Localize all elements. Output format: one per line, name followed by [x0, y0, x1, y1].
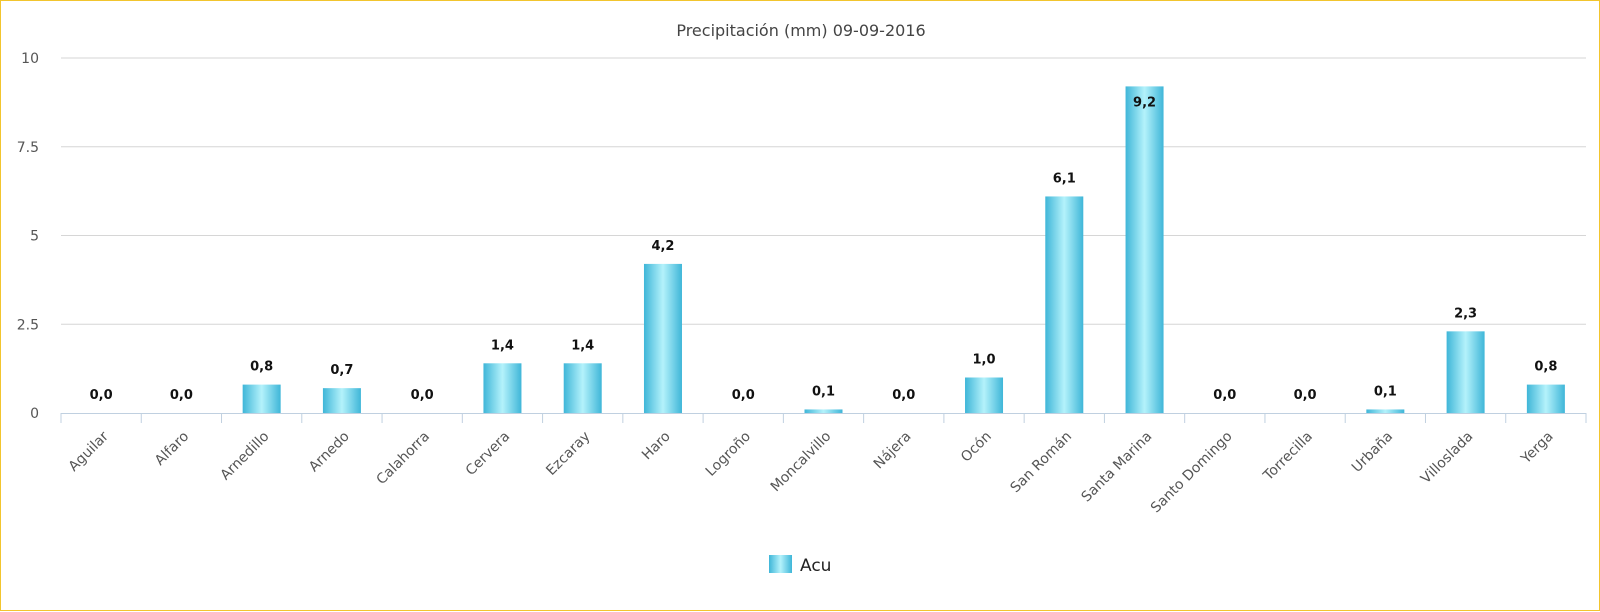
category-label: Torrecilla — [1260, 429, 1316, 485]
y-tick-label: 5 — [30, 229, 39, 245]
y-tick-label: 7.5 — [17, 140, 39, 156]
bars — [242, 86, 1565, 414]
y-axis-ticks: 0 2.5 5 7.5 10 — [17, 51, 39, 422]
category-label: Ocón — [958, 429, 995, 466]
data-label: 1,0 — [973, 353, 996, 368]
data-label: 1,4 — [571, 338, 594, 353]
category-label: Arnedo — [306, 429, 353, 476]
category-label: Santo Domingo — [1148, 429, 1236, 517]
bar[interactable] — [965, 377, 1004, 414]
data-label: 6,1 — [1053, 171, 1076, 186]
data-label: 0,0 — [892, 388, 915, 403]
category-label: Nájera — [871, 429, 915, 473]
data-label: 4,2 — [651, 239, 674, 254]
y-tick-label: 10 — [21, 51, 39, 67]
bar[interactable] — [563, 363, 602, 413]
category-label: Alfaro — [152, 429, 192, 469]
bar[interactable] — [1125, 86, 1164, 414]
legend-label[interactable]: Acu — [800, 556, 831, 576]
data-label: 0,1 — [1374, 384, 1397, 399]
category-label: Urbaña — [1349, 429, 1396, 476]
category-label: Yerga — [1518, 429, 1557, 468]
category-label: Ezcaray — [543, 429, 593, 479]
bar[interactable] — [1366, 409, 1405, 413]
category-label: Villoslada — [1418, 429, 1477, 488]
category-label: Santa Marina — [1079, 429, 1156, 506]
category-label: Haro — [639, 429, 674, 464]
bar[interactable] — [804, 409, 843, 413]
data-label: 0,7 — [330, 363, 353, 378]
y-tick-label: 0 — [30, 406, 39, 422]
category-labels: Aguilar Alfaro Arnedillo Arnedo Calahorra Cer… — [66, 428, 1557, 516]
bar[interactable] — [322, 388, 361, 413]
legend[interactable]: Acu — [769, 555, 831, 576]
category-label: Cervera — [463, 429, 513, 479]
category-label: San Román — [1008, 429, 1076, 497]
data-labels: 0,0 0,0 0,8 0,7 0,0 1,4 1,4 4,2 0,0 0,1 0,0 1,0 6,1 9… — [90, 95, 1558, 403]
y-tick-label: 2.5 — [17, 317, 39, 333]
legend-swatch[interactable] — [769, 555, 792, 573]
data-label: 0,0 — [1294, 388, 1317, 403]
data-label: 0,0 — [732, 388, 755, 403]
category-label: Arnedillo — [218, 429, 273, 484]
bar[interactable] — [1045, 196, 1084, 413]
data-label: 0,0 — [170, 388, 193, 403]
category-label: Calahorra — [374, 429, 433, 488]
data-label: 0,8 — [250, 360, 273, 375]
bar[interactable] — [242, 384, 281, 413]
data-label: 0,0 — [411, 388, 434, 403]
bar[interactable] — [1526, 384, 1565, 413]
grid-lines — [61, 57, 1586, 325]
x-axis — [60, 413, 1587, 423]
bar[interactable] — [643, 263, 682, 413]
data-label: 9,2 — [1133, 95, 1156, 110]
category-label: Aguilar — [66, 428, 112, 474]
data-label: 0,0 — [1213, 388, 1236, 403]
category-label: Logroño — [703, 429, 754, 480]
data-label: 0,8 — [1534, 360, 1557, 375]
chart-title: Precipitación (mm) 09-09-2016 — [676, 21, 925, 40]
data-label: 1,4 — [491, 338, 514, 353]
data-label: 0,1 — [812, 384, 835, 399]
bar[interactable] — [483, 363, 522, 413]
category-label: Moncalvillo — [768, 429, 835, 496]
data-label: 0,0 — [90, 388, 113, 403]
data-label: 2,3 — [1454, 306, 1477, 321]
bar[interactable] — [1446, 331, 1485, 413]
